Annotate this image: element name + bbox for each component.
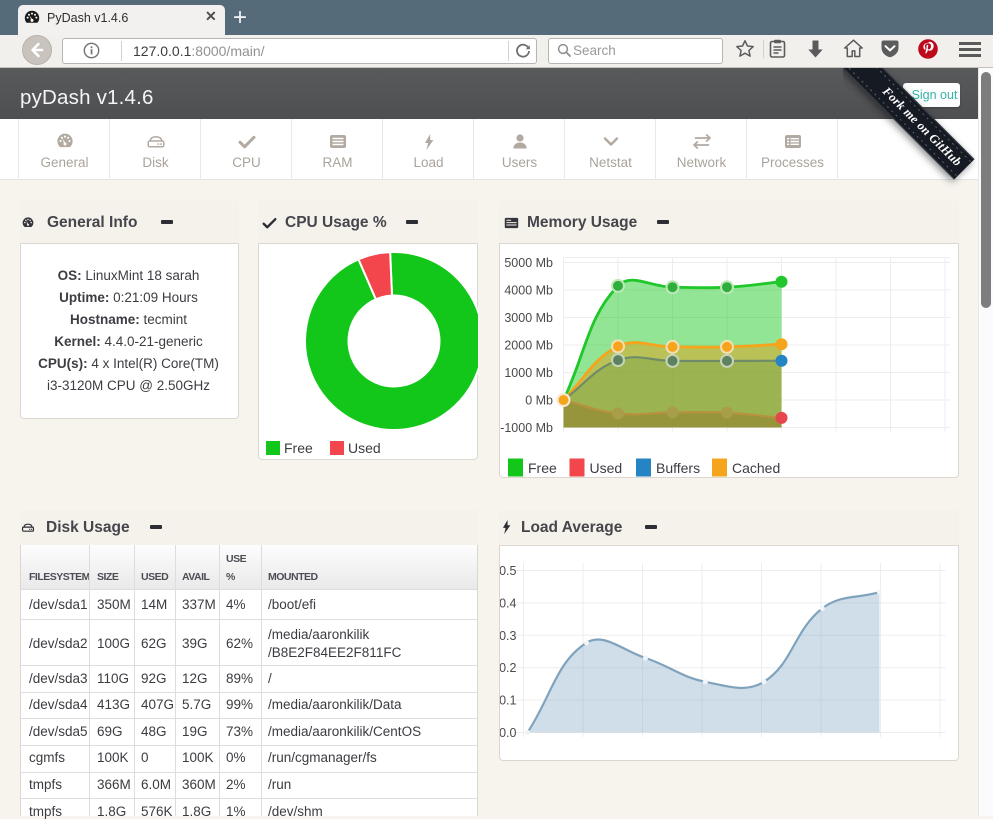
svg-text:0.2: 0.2 (500, 661, 517, 675)
svg-text:0 Mb: 0 Mb (525, 394, 553, 408)
svg-text:0.4: 0.4 (500, 596, 517, 610)
svg-text:1000 Mb: 1000 Mb (504, 366, 553, 380)
svg-text:Buffers: Buffers (656, 460, 700, 476)
svg-text:4000 Mb: 4000 Mb (504, 284, 553, 298)
svg-text:5000 Mb: 5000 Mb (504, 256, 553, 270)
svg-text:0.3: 0.3 (500, 629, 517, 643)
svg-text:Used: Used (348, 440, 381, 456)
svg-text:Used: Used (590, 460, 623, 476)
svg-text:Free: Free (528, 460, 557, 476)
svg-text:-1000 Mb: -1000 Mb (500, 421, 553, 435)
svg-text:0.0: 0.0 (500, 726, 517, 740)
svg-text:3000 Mb: 3000 Mb (504, 311, 553, 325)
svg-text:Cached: Cached (732, 460, 780, 476)
svg-text:0.1: 0.1 (500, 694, 517, 708)
svg-text:0.5: 0.5 (500, 564, 517, 578)
svg-text:Free: Free (284, 440, 313, 456)
svg-text:2000 Mb: 2000 Mb (504, 339, 553, 353)
